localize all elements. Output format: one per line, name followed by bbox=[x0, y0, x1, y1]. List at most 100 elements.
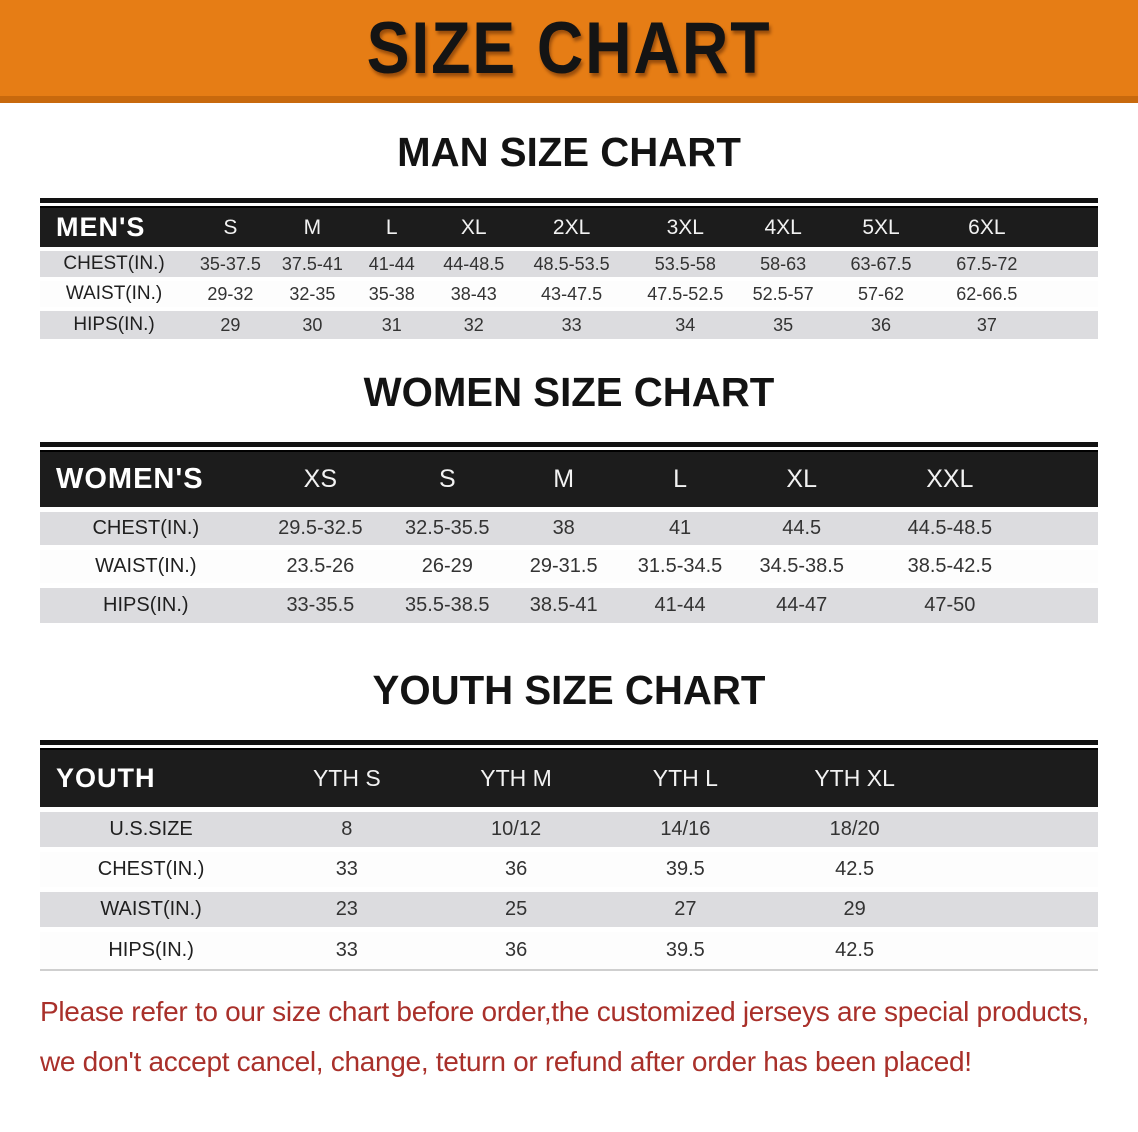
measurement-value: 33-35.5 bbox=[286, 593, 355, 616]
row-spacer bbox=[1034, 309, 1098, 339]
measurement-value: 14/16 bbox=[660, 817, 711, 840]
women-size-column-header: S bbox=[389, 450, 506, 511]
measurement-label: HIPS(IN.) bbox=[108, 938, 194, 961]
banner: SIZE CHART bbox=[0, 0, 1138, 103]
measurement-value: 37.5-41 bbox=[281, 253, 343, 274]
women-table-wrapper: WOMEN'S XS S M L XL XXL CHEST(IN.) 29.5-32.5 32.5… bbox=[40, 442, 1098, 623]
measurement-value: 37 bbox=[976, 314, 997, 335]
measurement-value: 36 bbox=[504, 857, 528, 880]
men-row-chest-in: CHEST(IN.) 35-37.5 37.5-41 41-44 44-48.5 48.5… bbox=[40, 249, 1098, 279]
measurement-value: 32 bbox=[463, 314, 484, 335]
row-spacer bbox=[939, 889, 1098, 929]
measurement-value: 10/12 bbox=[491, 817, 542, 840]
measurement-label: U.S.SIZE bbox=[109, 817, 193, 840]
measurement-value: 44.5 bbox=[782, 516, 822, 539]
women-header-row: WOMEN'S XS S M L XL XXL bbox=[40, 450, 1098, 511]
measurement-value: 38 bbox=[552, 516, 575, 539]
measurement-value: 29 bbox=[220, 314, 241, 335]
men-size-column-header: S bbox=[188, 206, 273, 251]
measurement-value: 33 bbox=[335, 938, 358, 961]
measurement-value: 47.5-52.5 bbox=[647, 283, 724, 304]
measurement-value: 30 bbox=[302, 314, 323, 335]
measurement-value: 58-63 bbox=[760, 253, 807, 274]
women-size-column-header: XL bbox=[738, 450, 866, 511]
measurement-value: 29.5-32.5 bbox=[278, 516, 363, 539]
measurement-value: 35-37.5 bbox=[199, 253, 261, 274]
women-size-column-header: XXL bbox=[865, 450, 1035, 511]
women-header-spacer bbox=[1034, 450, 1098, 511]
measurement-value: 39.5 bbox=[665, 857, 705, 880]
measurement-value: 62-66.5 bbox=[956, 283, 1018, 304]
youth-row-waist-in: WAIST(IN.) 23 25 27 29 bbox=[40, 889, 1098, 929]
disclaimer-line-2: we don't accept cancel, change, teturn o… bbox=[40, 1046, 972, 1077]
measurement-value: 48.5-53.5 bbox=[533, 253, 610, 274]
women-size-section: WOMEN SIZE CHART WOMEN'S XS S M L XL XXL CHEST(I… bbox=[0, 369, 1138, 623]
youth-section-heading: YOUTH SIZE CHART bbox=[372, 667, 766, 713]
measurement-value: 41 bbox=[668, 516, 692, 539]
disclaimer-line-1: Please refer to our size chart before or… bbox=[40, 996, 1090, 1027]
measurement-value: 41-44 bbox=[654, 593, 706, 616]
measurement-value: 29-32 bbox=[207, 283, 254, 304]
men-row-hips-in: HIPS(IN.) 29 30 31 32 33 34 35 36 37 bbox=[40, 309, 1098, 339]
measurement-value: 27 bbox=[674, 897, 697, 920]
measurement-value: 39.5 bbox=[665, 938, 705, 961]
measurement-value: 38.5-42.5 bbox=[907, 554, 993, 577]
measurement-value: 18/20 bbox=[829, 817, 880, 840]
men-size-column-header: M bbox=[272, 206, 353, 251]
measurement-value: 26-29 bbox=[421, 554, 473, 577]
row-spacer bbox=[939, 849, 1098, 889]
measurement-value: 8 bbox=[341, 817, 353, 840]
youth-row-chest-in: CHEST(IN.) 33 36 39.5 42.5 bbox=[40, 849, 1098, 889]
men-size-column-header: XL bbox=[431, 206, 517, 251]
measurement-value: 34 bbox=[675, 314, 696, 335]
youth-size-column-header: YTH L bbox=[600, 748, 770, 811]
youth-row-hips-in: HIPS(IN.) 33 36 39.5 42.5 bbox=[40, 929, 1098, 969]
measurement-value: 57-62 bbox=[858, 283, 905, 304]
measurement-value: 35 bbox=[773, 314, 794, 335]
row-spacer bbox=[1034, 585, 1098, 623]
measurement-value: 53.5-58 bbox=[654, 253, 716, 274]
row-spacer bbox=[1034, 509, 1098, 547]
measurement-value: 29 bbox=[843, 897, 866, 920]
youth-size-column-header: YTH XL bbox=[769, 748, 940, 811]
women-row-hips-in: HIPS(IN.) 33-35.5 35.5-38.5 38.5-41 41-44 44-… bbox=[40, 585, 1098, 623]
measurement-value: 42.5 bbox=[835, 938, 875, 961]
men-group-label: MEN'S bbox=[40, 206, 189, 251]
measurement-value: 35-38 bbox=[368, 283, 415, 304]
row-spacer bbox=[1034, 279, 1098, 309]
youth-size-column-header: YTH S bbox=[262, 748, 432, 811]
men-table-wrapper: MEN'S S M L XL 2XL 3XL 4XL 5XL 6XL CHEST(IN.) 35-37… bbox=[40, 198, 1098, 339]
measurement-value: 44-47 bbox=[776, 593, 828, 616]
men-size-column-header: 4XL bbox=[743, 206, 823, 251]
measurement-value: 42.5 bbox=[835, 857, 875, 880]
measurement-label: HIPS(IN.) bbox=[103, 593, 189, 616]
measurement-label: WAIST(IN.) bbox=[95, 554, 197, 577]
measurement-value: 29-31.5 bbox=[529, 554, 598, 577]
measurement-value: 63-67.5 bbox=[850, 253, 912, 274]
measurement-value: 52.5-57 bbox=[752, 283, 814, 304]
size-chart-sections: MAN SIZE CHART MEN'S S M L XL 2XL 3XL 4XL 5XL 6XL C… bbox=[0, 129, 1138, 971]
measurement-label: HIPS(IN.) bbox=[73, 314, 155, 335]
men-section-heading: MAN SIZE CHART bbox=[397, 129, 741, 175]
women-size-table: WOMEN'S XS S M L XL XXL CHEST(IN.) 29.5-32.5 32.5… bbox=[40, 450, 1098, 623]
measurement-value: 44-48.5 bbox=[443, 253, 505, 274]
youth-row-u-s-size: U.S.SIZE 8 10/12 14/16 18/20 bbox=[40, 809, 1098, 849]
men-header-spacer bbox=[1034, 206, 1098, 251]
men-size-section: MAN SIZE CHART MEN'S S M L XL 2XL 3XL 4XL 5XL 6XL C… bbox=[0, 129, 1138, 339]
youth-header-row: YOUTH YTH S YTH M YTH L YTH XL bbox=[40, 748, 1098, 811]
measurement-value: 32.5-35.5 bbox=[405, 516, 490, 539]
measurement-label: CHEST(IN.) bbox=[97, 857, 205, 880]
measurement-value: 35.5-38.5 bbox=[405, 593, 490, 616]
measurement-value: 33 bbox=[335, 857, 358, 880]
youth-size-column-header: YTH M bbox=[431, 748, 601, 811]
measurement-label: WAIST(IN.) bbox=[100, 897, 202, 920]
measurement-label: WAIST(IN.) bbox=[65, 283, 163, 304]
measurement-label: CHEST(IN.) bbox=[92, 516, 200, 539]
women-row-waist-in: WAIST(IN.) 23.5-26 26-29 29-31.5 31.5-34.5 34… bbox=[40, 547, 1098, 585]
men-row-waist-in: WAIST(IN.) 29-32 32-35 35-38 38-43 43-47.5 47.… bbox=[40, 279, 1098, 309]
measurement-value: 34.5-38.5 bbox=[759, 554, 844, 577]
measurement-value: 67.5-72 bbox=[956, 253, 1018, 274]
men-size-table: MEN'S S M L XL 2XL 3XL 4XL 5XL 6XL CHEST(IN.) 35-37… bbox=[40, 206, 1098, 339]
measurement-label: CHEST(IN.) bbox=[63, 253, 165, 274]
measurement-value: 36 bbox=[504, 938, 528, 961]
